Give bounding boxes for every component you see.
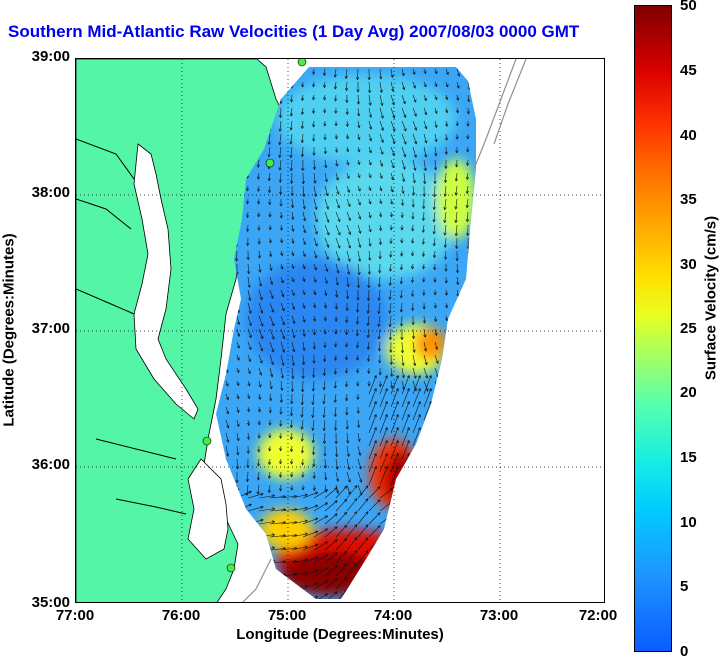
river-water <box>95 438 177 460</box>
y-tick-label: 36:00 <box>31 456 70 473</box>
station-marker <box>202 436 212 446</box>
colorbar-tick-label: 10 <box>680 514 697 531</box>
colorbar-tick-label: 0 <box>680 643 689 660</box>
river-water <box>115 498 187 515</box>
grid-lines <box>76 59 604 602</box>
bay-water <box>133 143 199 420</box>
colorbar-tick-label: 40 <box>680 127 697 144</box>
colorbar-label: Surface Velocity (cm/s) <box>702 215 720 381</box>
colorbar-tick-label: 45 <box>680 62 697 79</box>
station-marker <box>297 59 307 67</box>
y-tick-label: 38:00 <box>31 184 70 201</box>
x-tick-label: 73:00 <box>479 607 519 624</box>
station-marker <box>265 158 275 168</box>
colorbar <box>634 5 672 652</box>
velocity-map <box>76 59 604 602</box>
river-water <box>76 288 135 315</box>
y-tick-label: 35:00 <box>31 594 70 611</box>
bathymetry-contours <box>242 59 527 602</box>
colorbar-tick-label: 15 <box>680 449 697 466</box>
y-axis-label: Latitude (Degrees:Minutes) <box>0 233 18 427</box>
x-axis-label: Longitude (Degrees:Minutes) <box>236 626 444 643</box>
colorbar-tick-label: 50 <box>680 0 697 14</box>
colorbar-tick-label: 20 <box>680 384 697 401</box>
map-title: Southern Mid-Atlantic Raw Velocities (1 … <box>8 22 580 41</box>
colorbar-tick-label: 5 <box>680 578 689 595</box>
x-tick-label: 77:00 <box>55 607 95 624</box>
river-water <box>76 138 135 180</box>
sound-water <box>187 458 229 560</box>
colorbar-tick-label: 35 <box>680 191 697 208</box>
colorbar-tick-label: 30 <box>680 256 697 273</box>
station-marker <box>226 563 236 573</box>
x-tick-label: 75:00 <box>267 607 307 624</box>
x-tick-label: 74:00 <box>373 607 413 624</box>
x-tick-label: 76:00 <box>161 607 201 624</box>
x-tick-label: 72:00 <box>578 607 618 624</box>
map-panel[interactable] <box>75 58 605 603</box>
y-tick-label: 37:00 <box>31 320 70 337</box>
y-tick-label: 39:00 <box>31 48 70 65</box>
colorbar-tick-label: 25 <box>680 320 697 337</box>
river-water <box>76 198 132 230</box>
